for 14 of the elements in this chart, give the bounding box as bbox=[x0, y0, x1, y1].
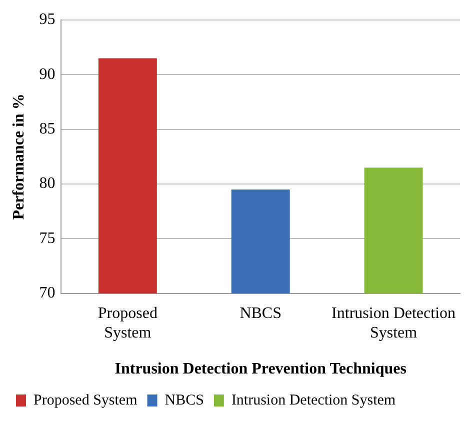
legend-label: Proposed System bbox=[34, 392, 138, 408]
x-tick-label: NBCS bbox=[240, 305, 282, 322]
legend-label: NBCS bbox=[164, 392, 204, 408]
y-tick-label: 90 bbox=[39, 66, 56, 83]
y-tick-label: 70 bbox=[39, 284, 56, 302]
legend-label: Intrusion Detection System bbox=[231, 392, 396, 408]
y-axis-title: Performance in % bbox=[10, 94, 28, 220]
y-tick-label: 95 bbox=[39, 11, 56, 28]
x-tick-label: Intrusion Detection System bbox=[332, 305, 456, 342]
y-tick-label: 85 bbox=[39, 120, 56, 138]
x-tick-label: Proposed System bbox=[98, 305, 158, 342]
y-tick-label: 75 bbox=[39, 230, 56, 247]
x-axis-title: Intrusion Detection Prevention Techniques bbox=[114, 360, 406, 378]
y-tick-label: 80 bbox=[39, 175, 56, 192]
